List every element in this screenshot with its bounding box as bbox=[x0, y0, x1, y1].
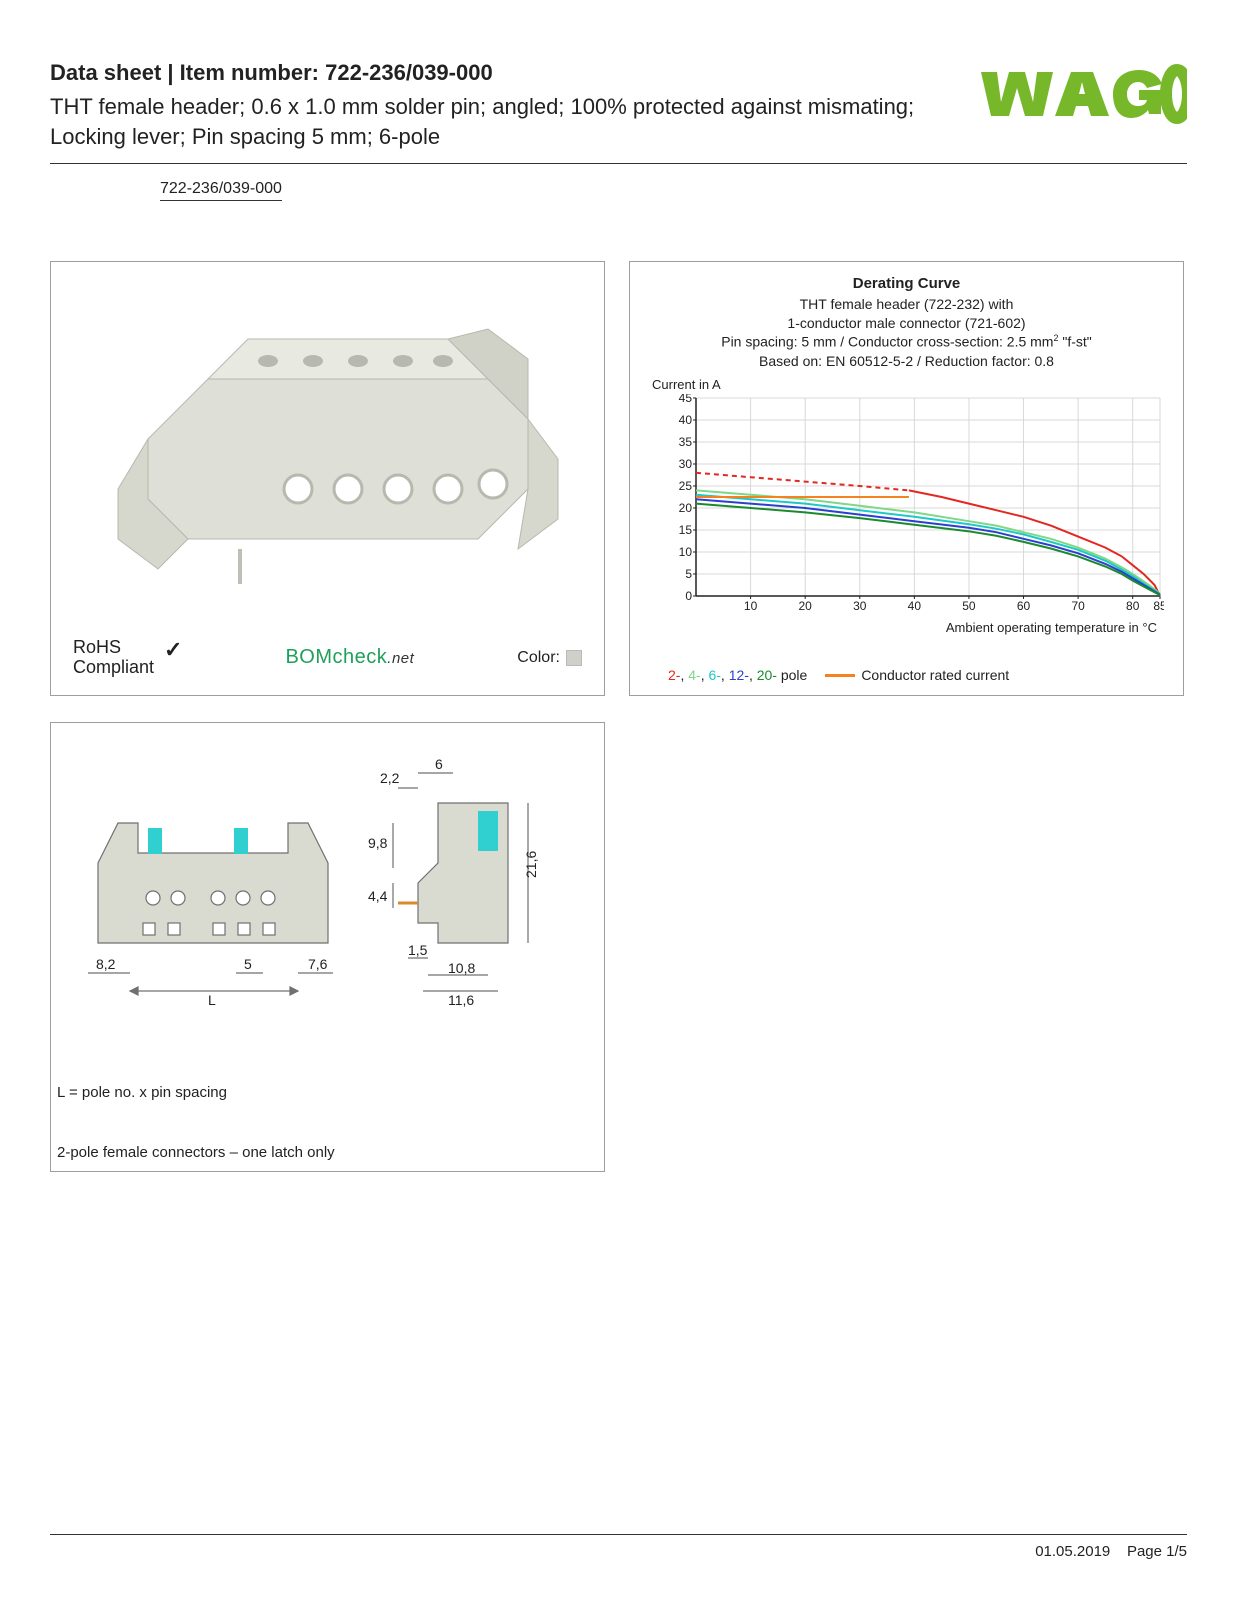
svg-text:85: 85 bbox=[1153, 599, 1164, 613]
dim-82: 8,2 bbox=[96, 956, 116, 972]
svg-text:20: 20 bbox=[798, 599, 812, 613]
page-footer: 01.05.2019 Page 1/5 bbox=[50, 1534, 1187, 1560]
svg-text:5: 5 bbox=[685, 567, 692, 581]
svg-text:10: 10 bbox=[744, 599, 758, 613]
legend-poles: 2-, 4-, 6-, 12-, 20- pole bbox=[668, 667, 807, 683]
conductor-line-swatch bbox=[825, 674, 855, 677]
product-image-area bbox=[51, 262, 604, 625]
chart-title: Derating Curve bbox=[648, 274, 1165, 294]
chart-title-line2: THT female header (722-232) with bbox=[648, 295, 1165, 314]
dim-108: 10,8 bbox=[448, 960, 475, 976]
bomcheck-prefix: BOM bbox=[285, 646, 332, 668]
header: Data sheet | Item number: 722-236/039-00… bbox=[50, 60, 1187, 164]
compliance-row: RoHS Compliant ✓ BOMcheck.net Color: bbox=[51, 626, 604, 696]
footer-date: 01.05.2019 bbox=[1035, 1543, 1110, 1560]
dimension-notes: L = pole no. x pin spacing 2-pole female… bbox=[51, 1083, 604, 1162]
dim-44: 4,4 bbox=[368, 888, 388, 904]
header-text-block: Data sheet | Item number: 722-236/039-00… bbox=[50, 60, 977, 151]
svg-text:35: 35 bbox=[679, 435, 693, 449]
legend-conductor: Conductor rated current bbox=[825, 667, 1009, 683]
color-label-text: Color: bbox=[517, 649, 560, 667]
x-axis-label: Ambient operating temperature in °C bbox=[648, 620, 1165, 635]
dim-22: 2,2 bbox=[380, 770, 400, 786]
dim-note-2pole: 2-pole female connectors – one latch onl… bbox=[57, 1143, 598, 1163]
svg-text:40: 40 bbox=[679, 413, 693, 427]
chart-title-line3: 1-conductor male connector (721-602) bbox=[648, 314, 1165, 333]
chart-title-block: Derating Curve THT female header (722-23… bbox=[648, 274, 1165, 370]
chart-title-line5: Based on: EN 60512-5-2 / Reduction facto… bbox=[648, 352, 1165, 371]
bomcheck-logo: BOMcheck.net bbox=[285, 646, 414, 669]
dim-15: 1,5 bbox=[408, 942, 428, 958]
check-icon: ✓ bbox=[164, 638, 182, 662]
dim-216: 21,6 bbox=[523, 851, 539, 878]
svg-text:70: 70 bbox=[1071, 599, 1085, 613]
svg-text:50: 50 bbox=[962, 599, 976, 613]
dim-116: 11,6 bbox=[448, 992, 474, 1008]
svg-text:30: 30 bbox=[679, 457, 693, 471]
rohs-label-1: RoHS bbox=[73, 638, 154, 658]
svg-text:40: 40 bbox=[908, 599, 922, 613]
dim-note-L: L = pole no. x pin spacing bbox=[57, 1083, 598, 1103]
dimension-drawing: 8,2 L 5 7,6 6 2,2 9,8 4,4 21,6 1,5 10,8 … bbox=[51, 723, 604, 1063]
svg-text:30: 30 bbox=[853, 599, 867, 613]
svg-text:80: 80 bbox=[1126, 599, 1140, 613]
dim-5: 5 bbox=[244, 956, 252, 972]
chart-plot: 0 5 10 15 20 25 30 35 40 45 10 20 30 40 50 60 70 80 85 bbox=[674, 394, 1164, 614]
page-title: Data sheet | Item number: 722-236/039-00… bbox=[50, 60, 937, 86]
dim-76: 7,6 bbox=[308, 956, 328, 972]
color-swatch bbox=[566, 650, 582, 666]
panels-row: RoHS Compliant ✓ BOMcheck.net Color: Der… bbox=[50, 261, 1187, 696]
svg-text:15: 15 bbox=[679, 523, 693, 537]
product-illustration bbox=[88, 289, 568, 599]
dim-L: L bbox=[208, 992, 216, 1008]
rohs-label-2: Compliant bbox=[73, 658, 154, 678]
dimensions-panel: 8,2 L 5 7,6 6 2,2 9,8 4,4 21,6 1,5 10,8 … bbox=[50, 722, 605, 1172]
chart-area: Current in A 0 5 10 15 20 25 30 35 40 45 10 20 30 40 5… bbox=[648, 377, 1165, 656]
part-number-link[interactable]: 722-236/039-000 bbox=[160, 180, 282, 201]
footer-page: Page 1/5 bbox=[1127, 1543, 1187, 1560]
y-axis-label: Current in A bbox=[652, 377, 1165, 392]
bomcheck-mid: check bbox=[333, 646, 388, 668]
bomcheck-suffix: .net bbox=[387, 650, 414, 667]
wago-logo bbox=[977, 60, 1187, 129]
chart-title-line4: Pin spacing: 5 mm / Conductor cross-sect… bbox=[648, 332, 1165, 352]
svg-text:0: 0 bbox=[685, 589, 692, 603]
derating-chart-panel: Derating Curve THT female header (722-23… bbox=[629, 261, 1184, 696]
svg-text:25: 25 bbox=[679, 479, 693, 493]
svg-text:20: 20 bbox=[679, 501, 693, 515]
svg-text:60: 60 bbox=[1017, 599, 1031, 613]
svg-text:45: 45 bbox=[679, 394, 693, 405]
svg-text:10: 10 bbox=[679, 545, 693, 559]
rohs-compliant: RoHS Compliant ✓ bbox=[73, 638, 182, 678]
product-panel: RoHS Compliant ✓ BOMcheck.net Color: bbox=[50, 261, 605, 696]
chart-legend: 2-, 4-, 6-, 12-, 20- pole Conductor rate… bbox=[648, 667, 1165, 683]
page: Data sheet | Item number: 722-236/039-00… bbox=[0, 0, 1237, 1600]
color-indicator: Color: bbox=[517, 649, 582, 667]
dim-6: 6 bbox=[435, 756, 443, 772]
dim-98: 9,8 bbox=[368, 835, 388, 851]
page-subtitle: THT female header; 0.6 x 1.0 mm solder p… bbox=[50, 92, 937, 151]
